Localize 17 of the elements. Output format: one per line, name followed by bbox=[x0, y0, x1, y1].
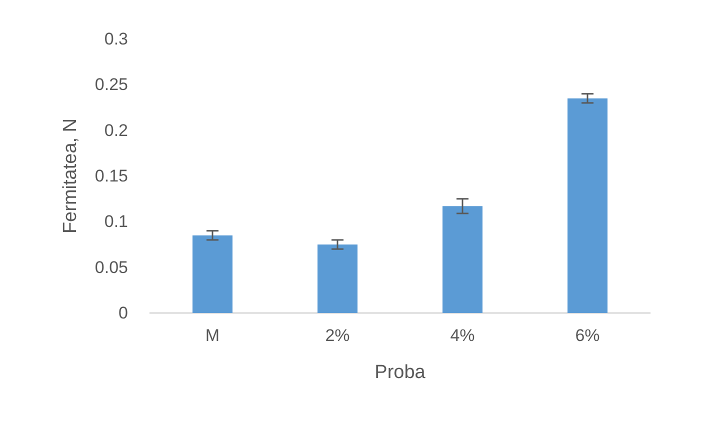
x-tick-label: 6% bbox=[575, 326, 600, 345]
x-tick-label: M bbox=[205, 326, 220, 345]
y-tick-label: 0.2 bbox=[104, 120, 128, 140]
y-tick-label: 0.25 bbox=[94, 75, 128, 94]
y-tick-label: 0.05 bbox=[94, 258, 128, 277]
x-tick-label: 2% bbox=[325, 326, 350, 345]
x-tick-label: 4% bbox=[450, 326, 475, 345]
y-tick-label: 0.3 bbox=[104, 30, 128, 48]
bar bbox=[568, 98, 608, 313]
x-axis-title: Proba bbox=[374, 362, 426, 383]
y-axis-title: Fermitatea, N bbox=[60, 118, 81, 234]
y-tick-label: 0.1 bbox=[104, 212, 128, 232]
bar bbox=[442, 206, 482, 313]
bar bbox=[192, 235, 232, 313]
y-tick-label: 0.15 bbox=[94, 166, 128, 186]
bar bbox=[318, 244, 358, 313]
y-tick-label: 0 bbox=[118, 304, 128, 322]
